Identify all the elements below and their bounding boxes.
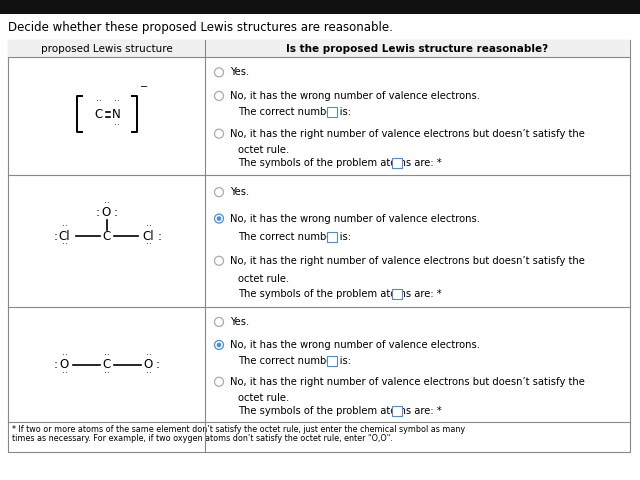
Text: C: C	[102, 229, 111, 242]
Text: * If two or more atoms of the same element don’t satisfy the octet rule, just en: * If two or more atoms of the same eleme…	[12, 425, 465, 434]
Text: octet rule.: octet rule.	[238, 393, 289, 403]
Text: Cl: Cl	[59, 229, 70, 242]
Text: Decide whether these proposed Lewis structures are reasonable.: Decide whether these proposed Lewis stru…	[8, 22, 393, 35]
Bar	[326, 356, 337, 366]
Text: No, it has the wrong number of valence electrons.: No, it has the wrong number of valence e…	[230, 91, 480, 101]
Text: No, it has the right number of valence electrons but doesn’t satisfy the: No, it has the right number of valence e…	[230, 377, 585, 387]
Circle shape	[214, 317, 223, 326]
Text: ··: ··	[104, 351, 109, 360]
Text: :: :	[95, 206, 99, 219]
Circle shape	[214, 91, 223, 100]
Text: O: O	[102, 206, 111, 219]
Text: ··: ··	[61, 240, 67, 250]
Text: ··: ··	[146, 240, 152, 250]
Bar	[8, 40, 630, 452]
Circle shape	[214, 377, 223, 386]
Bar	[8, 40, 630, 57]
Text: The correct number is:: The correct number is:	[238, 232, 351, 242]
Text: No, it has the right number of valence electrons but doesn’t satisfy the: No, it has the right number of valence e…	[230, 129, 585, 139]
Text: :: :	[113, 206, 118, 219]
Text: N: N	[112, 108, 121, 120]
Bar	[326, 108, 337, 118]
Circle shape	[214, 214, 223, 223]
Text: Cl: Cl	[143, 229, 154, 242]
Text: ··: ··	[61, 369, 67, 378]
Circle shape	[214, 256, 223, 265]
Text: −: −	[140, 82, 148, 92]
Text: The symbols of the problem atoms are: *: The symbols of the problem atoms are: *	[238, 406, 442, 416]
Text: :: :	[156, 358, 159, 371]
Bar	[392, 289, 402, 299]
Text: ··: ··	[146, 223, 152, 231]
Text: No, it has the wrong number of valence electrons.: No, it has the wrong number of valence e…	[230, 214, 480, 224]
Text: octet rule.: octet rule.	[238, 145, 289, 155]
Circle shape	[214, 188, 223, 197]
Bar	[392, 158, 402, 168]
Text: proposed Lewis structure: proposed Lewis structure	[40, 44, 172, 53]
Text: O: O	[60, 358, 69, 371]
Bar	[392, 406, 402, 416]
Text: C: C	[102, 358, 111, 371]
Text: :: :	[157, 229, 161, 242]
Text: times as necessary. For example, if two oxygen atoms don’t satisfy the octet rul: times as necessary. For example, if two …	[12, 434, 393, 443]
Circle shape	[217, 216, 221, 221]
Text: octet rule.: octet rule.	[238, 274, 289, 284]
Bar	[0, 0, 640, 14]
Text: Yes.: Yes.	[230, 317, 249, 327]
Text: ··: ··	[104, 369, 109, 378]
Text: :: :	[54, 358, 58, 371]
Text: The symbols of the problem atoms are: *: The symbols of the problem atoms are: *	[238, 158, 442, 168]
Bar	[326, 232, 337, 242]
Text: :: :	[54, 229, 58, 242]
Circle shape	[214, 68, 223, 77]
Circle shape	[214, 340, 223, 349]
Text: ··: ··	[95, 97, 101, 107]
Text: Yes.: Yes.	[230, 187, 249, 197]
Text: Is the proposed Lewis structure reasonable?: Is the proposed Lewis structure reasonab…	[287, 44, 548, 53]
Text: The symbols of the problem atoms are: *: The symbols of the problem atoms are: *	[238, 289, 442, 299]
Text: ··: ··	[146, 369, 152, 378]
Circle shape	[214, 129, 223, 138]
Text: O: O	[144, 358, 153, 371]
Text: The correct number is:: The correct number is:	[238, 356, 351, 366]
Text: Yes.: Yes.	[230, 67, 249, 77]
Text: No, it has the wrong number of valence electrons.: No, it has the wrong number of valence e…	[230, 340, 480, 350]
Circle shape	[217, 343, 221, 348]
Text: ··: ··	[114, 97, 120, 107]
Text: ··: ··	[61, 351, 67, 360]
Text: ··: ··	[114, 121, 120, 131]
Text: ··: ··	[104, 200, 109, 208]
Text: ··: ··	[146, 351, 152, 360]
Text: C: C	[94, 108, 102, 120]
Text: No, it has the right number of valence electrons but doesn’t satisfy the: No, it has the right number of valence e…	[230, 256, 585, 266]
Text: The correct number is:: The correct number is:	[238, 108, 351, 118]
Text: ··: ··	[61, 223, 67, 231]
